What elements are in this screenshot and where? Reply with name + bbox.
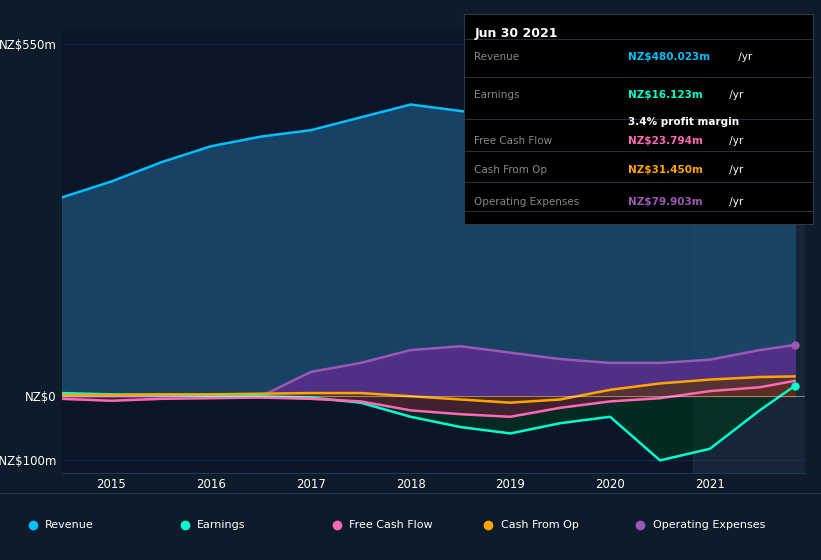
Text: Cash From Op: Cash From Op (475, 165, 548, 175)
Text: Cash From Op: Cash From Op (501, 520, 579, 530)
Text: NZ$16.123m: NZ$16.123m (628, 90, 703, 100)
Text: Earnings: Earnings (197, 520, 245, 530)
Text: 3.4% profit margin: 3.4% profit margin (628, 117, 739, 127)
Text: /yr: /yr (736, 52, 753, 62)
Text: NZ$480.023m: NZ$480.023m (628, 52, 710, 62)
Text: Free Cash Flow: Free Cash Flow (349, 520, 433, 530)
Text: /yr: /yr (726, 165, 743, 175)
Text: Revenue: Revenue (45, 520, 94, 530)
Text: Operating Expenses: Operating Expenses (653, 520, 765, 530)
Text: NZ$79.903m: NZ$79.903m (628, 197, 703, 207)
Text: /yr: /yr (726, 136, 743, 146)
Text: NZ$31.450m: NZ$31.450m (628, 165, 703, 175)
Text: NZ$23.794m: NZ$23.794m (628, 136, 703, 146)
Text: /yr: /yr (726, 197, 743, 207)
Text: Operating Expenses: Operating Expenses (475, 197, 580, 207)
Text: /yr: /yr (726, 90, 743, 100)
Text: Earnings: Earnings (475, 90, 520, 100)
Text: Jun 30 2021: Jun 30 2021 (475, 27, 557, 40)
Text: Free Cash Flow: Free Cash Flow (475, 136, 553, 146)
Bar (693, 31, 805, 473)
Text: Revenue: Revenue (475, 52, 520, 62)
